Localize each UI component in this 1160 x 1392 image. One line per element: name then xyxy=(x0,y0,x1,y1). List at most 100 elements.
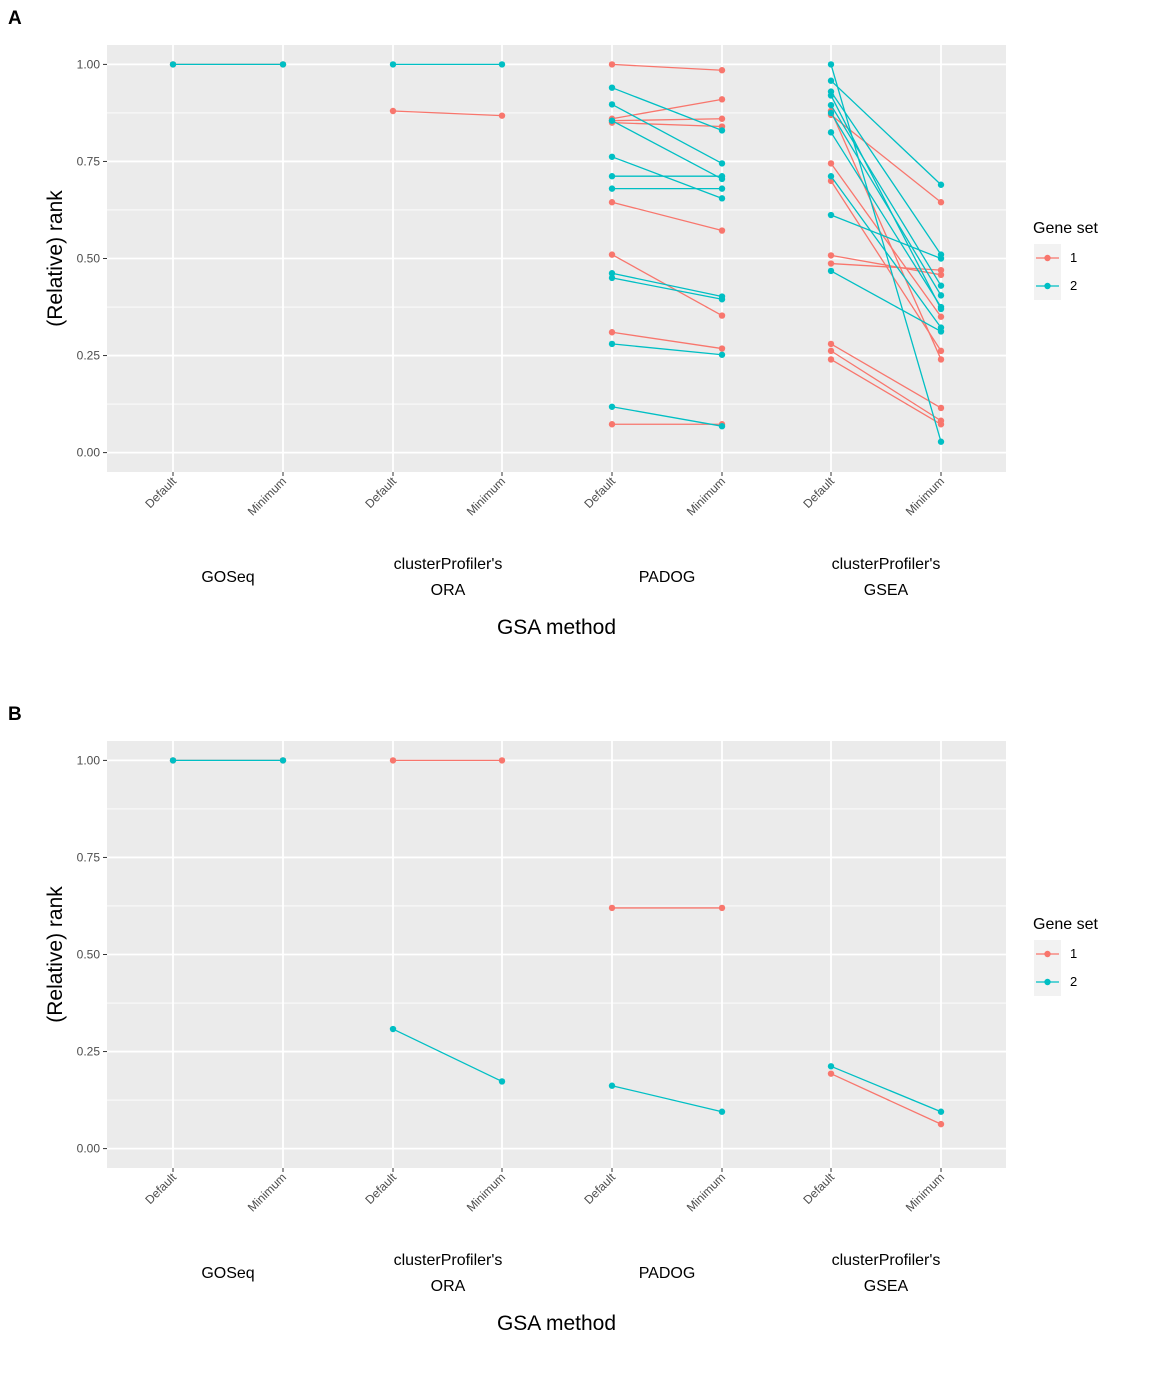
series-line xyxy=(830,104,942,287)
data-point xyxy=(718,345,726,352)
method-label: ORA xyxy=(431,1278,466,1295)
legend-key-point xyxy=(1044,282,1051,290)
data-point xyxy=(827,356,835,363)
method-label: GSEA xyxy=(864,582,909,599)
data-point xyxy=(498,757,506,764)
legend-title: Gene set xyxy=(1033,916,1098,933)
series-line xyxy=(611,156,723,199)
legend-title: Gene set xyxy=(1033,220,1098,237)
x-tick-label: Default xyxy=(581,1170,618,1207)
data-point xyxy=(827,173,835,180)
data-point xyxy=(608,274,616,282)
data-point xyxy=(608,1082,616,1089)
series-line xyxy=(611,87,723,132)
series-line xyxy=(611,121,723,128)
panel-label: A xyxy=(8,8,22,29)
data-point xyxy=(608,329,616,336)
legend-label: 2 xyxy=(1070,974,1077,989)
data-point xyxy=(937,282,945,289)
series-line xyxy=(830,254,942,276)
data-point xyxy=(718,312,726,319)
data-point xyxy=(937,438,945,445)
series-line xyxy=(611,406,723,427)
data-point xyxy=(827,61,835,68)
method-label: ORA xyxy=(431,582,466,599)
data-point xyxy=(827,109,835,117)
data-point xyxy=(937,305,945,313)
y-axis-title: (Relative) rank xyxy=(44,190,67,327)
data-point xyxy=(827,92,835,99)
method-label: GOSeq xyxy=(201,1265,254,1282)
series-line xyxy=(830,358,942,425)
y-tick-label: 0.25 xyxy=(77,349,101,363)
series-1 xyxy=(169,61,945,428)
y-tick-label: 1.00 xyxy=(77,753,101,767)
data-point xyxy=(827,160,835,167)
x-tick-label: Default xyxy=(800,474,837,511)
data-point xyxy=(937,1120,945,1128)
x-tick-label: Minimum xyxy=(464,1170,508,1214)
y-tick-label: 0.50 xyxy=(77,252,101,266)
series-line xyxy=(830,131,942,308)
legend-label: 1 xyxy=(1070,946,1077,961)
x-tick-label: Default xyxy=(362,474,399,511)
data-point xyxy=(498,1078,506,1085)
data-point xyxy=(718,115,726,122)
data-point xyxy=(279,757,287,764)
series-line xyxy=(830,80,942,186)
series-line xyxy=(830,180,942,352)
data-point xyxy=(608,173,616,180)
data-point xyxy=(937,313,945,320)
panel-label: B xyxy=(8,704,22,725)
data-point xyxy=(827,340,835,348)
data-point xyxy=(608,904,616,912)
data-point xyxy=(608,270,616,277)
x-axis-title: GSA method xyxy=(497,1312,616,1335)
data-point xyxy=(937,347,945,355)
data-point xyxy=(937,271,945,279)
x-tick-label: Default xyxy=(142,1170,179,1207)
data-point xyxy=(937,292,945,299)
series-line xyxy=(611,1085,723,1113)
legend: Gene set 1 2 xyxy=(1033,220,1098,300)
y-tick-label: 0.50 xyxy=(77,948,101,962)
data-point xyxy=(498,112,506,119)
data-point xyxy=(608,61,616,68)
data-point xyxy=(608,84,616,91)
data-point xyxy=(937,356,945,363)
data-point xyxy=(718,195,726,202)
series-line xyxy=(830,91,942,255)
y-tick-label: 0.25 xyxy=(77,1045,101,1059)
data-point xyxy=(827,347,835,355)
x-tick-label: Default xyxy=(581,474,618,511)
data-point xyxy=(937,255,945,262)
data-point xyxy=(279,61,287,68)
data-point xyxy=(718,160,726,167)
legend-key-point xyxy=(1044,978,1051,986)
series-2 xyxy=(169,61,945,445)
data-point xyxy=(937,199,945,206)
chart-panel-b: B 0.00 0.25 0.50 0.75 1.00 Default Minimum Defau… xyxy=(8,704,1098,1335)
data-point xyxy=(498,61,506,68)
data-point xyxy=(608,199,616,206)
data-point xyxy=(827,77,835,84)
data-point xyxy=(169,61,177,68)
data-point xyxy=(718,296,726,303)
y-axis-title: (Relative) rank xyxy=(44,886,67,1023)
data-point xyxy=(937,181,945,188)
method-label: PADOG xyxy=(639,1265,696,1282)
data-point xyxy=(718,173,726,180)
data-point xyxy=(389,61,397,68)
legend: Gene set 1 2 xyxy=(1033,916,1098,996)
legend-key-point xyxy=(1044,950,1051,958)
data-point xyxy=(389,757,397,764)
data-point xyxy=(608,421,616,428)
series-line xyxy=(830,163,942,318)
x-axis-title: GSA method xyxy=(497,616,616,639)
y-tick-label: 0.75 xyxy=(77,154,101,168)
series-line xyxy=(830,1065,942,1113)
series-line xyxy=(611,343,723,356)
data-point xyxy=(937,266,945,274)
data-point xyxy=(718,422,726,430)
